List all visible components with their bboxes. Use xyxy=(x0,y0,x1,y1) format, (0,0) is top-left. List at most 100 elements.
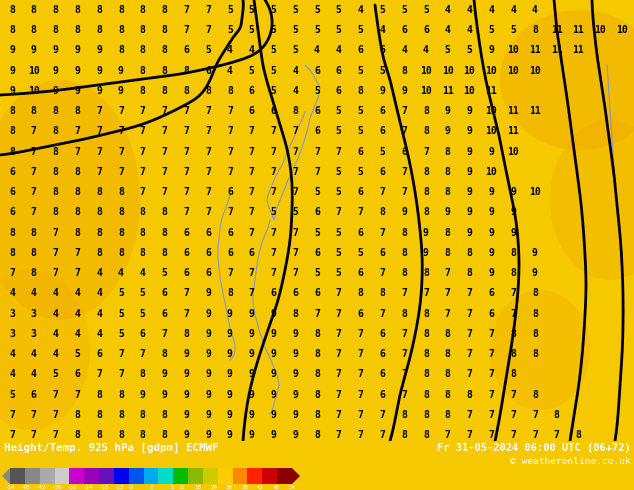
Text: 8: 8 xyxy=(9,248,15,258)
Text: 5: 5 xyxy=(336,268,342,278)
Text: 7: 7 xyxy=(205,207,211,218)
Text: 5: 5 xyxy=(358,126,363,136)
Text: 9: 9 xyxy=(488,268,495,278)
Text: 6: 6 xyxy=(31,390,37,399)
Text: 5: 5 xyxy=(314,187,320,197)
Text: 7: 7 xyxy=(488,349,495,359)
Text: 7: 7 xyxy=(74,268,81,278)
Text: 7: 7 xyxy=(467,410,472,420)
Text: 10: 10 xyxy=(463,66,476,76)
Text: 9: 9 xyxy=(532,268,538,278)
Text: 5: 5 xyxy=(227,25,233,35)
Text: 7: 7 xyxy=(249,126,255,136)
Text: 7: 7 xyxy=(314,147,320,157)
Text: 7: 7 xyxy=(162,187,167,197)
Text: 4: 4 xyxy=(74,288,81,298)
Text: 8: 8 xyxy=(423,329,429,339)
Text: 9: 9 xyxy=(118,66,124,76)
Text: 6: 6 xyxy=(249,248,255,258)
Text: 9: 9 xyxy=(271,329,276,339)
Text: 9: 9 xyxy=(271,309,276,318)
Text: 6: 6 xyxy=(379,248,385,258)
Text: 7: 7 xyxy=(118,167,124,177)
Text: 8: 8 xyxy=(401,248,407,258)
Text: 7: 7 xyxy=(358,349,363,359)
Text: 7: 7 xyxy=(401,126,407,136)
Text: 9: 9 xyxy=(227,430,233,440)
Text: 5: 5 xyxy=(379,147,385,157)
Text: 5: 5 xyxy=(74,349,81,359)
Text: 7: 7 xyxy=(118,349,124,359)
Text: 8: 8 xyxy=(118,187,124,197)
Text: 7: 7 xyxy=(139,167,146,177)
Text: 8: 8 xyxy=(9,126,15,136)
Text: 8: 8 xyxy=(162,410,167,420)
Text: 8: 8 xyxy=(314,349,320,359)
Text: 8: 8 xyxy=(445,369,451,379)
Text: 7: 7 xyxy=(423,288,429,298)
Text: 8: 8 xyxy=(467,248,472,258)
Text: 4: 4 xyxy=(423,46,429,55)
Text: 6: 6 xyxy=(271,106,276,116)
Text: 9: 9 xyxy=(467,126,472,136)
Text: 9: 9 xyxy=(271,430,276,440)
Text: 8: 8 xyxy=(53,147,58,157)
Text: 6: 6 xyxy=(205,228,211,238)
Text: 6: 6 xyxy=(139,329,146,339)
Text: 7: 7 xyxy=(227,126,233,136)
Text: 8: 8 xyxy=(532,288,538,298)
Text: 7: 7 xyxy=(553,430,560,440)
Text: 7: 7 xyxy=(336,349,342,359)
Text: 6: 6 xyxy=(314,207,320,218)
Text: 6: 6 xyxy=(162,309,167,318)
Text: 7: 7 xyxy=(532,410,538,420)
Text: 8: 8 xyxy=(183,66,189,76)
Text: 9: 9 xyxy=(488,248,495,258)
Text: 8: 8 xyxy=(314,329,320,339)
Text: 6: 6 xyxy=(74,369,81,379)
Text: 0: 0 xyxy=(149,485,153,490)
Text: 7: 7 xyxy=(445,288,451,298)
Text: 9: 9 xyxy=(488,207,495,218)
Text: 8: 8 xyxy=(510,329,516,339)
Text: 7: 7 xyxy=(314,309,320,318)
Text: 6: 6 xyxy=(358,46,363,55)
Text: 4: 4 xyxy=(467,25,472,35)
Text: 10: 10 xyxy=(529,66,541,76)
Text: 9: 9 xyxy=(401,86,407,96)
Text: 8: 8 xyxy=(532,329,538,339)
Text: 10: 10 xyxy=(486,106,497,116)
Text: 9: 9 xyxy=(249,430,255,440)
Text: 8: 8 xyxy=(139,410,146,420)
Text: 5: 5 xyxy=(314,5,320,15)
Text: 9: 9 xyxy=(467,106,472,116)
Text: 7: 7 xyxy=(183,147,189,157)
Text: 8: 8 xyxy=(162,207,167,218)
Text: 8: 8 xyxy=(96,248,102,258)
Text: 24: 24 xyxy=(210,485,217,490)
Text: 8: 8 xyxy=(118,390,124,399)
Text: 18: 18 xyxy=(195,485,202,490)
Text: 8: 8 xyxy=(532,25,538,35)
Text: 8: 8 xyxy=(445,187,451,197)
Text: 11: 11 xyxy=(529,46,541,55)
Text: -24: -24 xyxy=(83,485,94,490)
Text: 5: 5 xyxy=(162,268,167,278)
Text: 8: 8 xyxy=(139,86,146,96)
Text: 7: 7 xyxy=(249,147,255,157)
Text: 9: 9 xyxy=(510,228,516,238)
Text: 8: 8 xyxy=(74,5,81,15)
Text: 7: 7 xyxy=(118,106,124,116)
Text: 6: 6 xyxy=(162,288,167,298)
Text: 4: 4 xyxy=(379,25,385,35)
Text: 9: 9 xyxy=(227,329,233,339)
Text: 8: 8 xyxy=(183,86,189,96)
Polygon shape xyxy=(2,468,10,484)
Text: 7: 7 xyxy=(118,126,124,136)
Text: 8: 8 xyxy=(423,126,429,136)
Text: 10: 10 xyxy=(486,126,497,136)
Text: 7: 7 xyxy=(358,329,363,339)
Text: 7: 7 xyxy=(532,430,538,440)
Text: 8: 8 xyxy=(423,268,429,278)
Text: 5: 5 xyxy=(53,369,58,379)
